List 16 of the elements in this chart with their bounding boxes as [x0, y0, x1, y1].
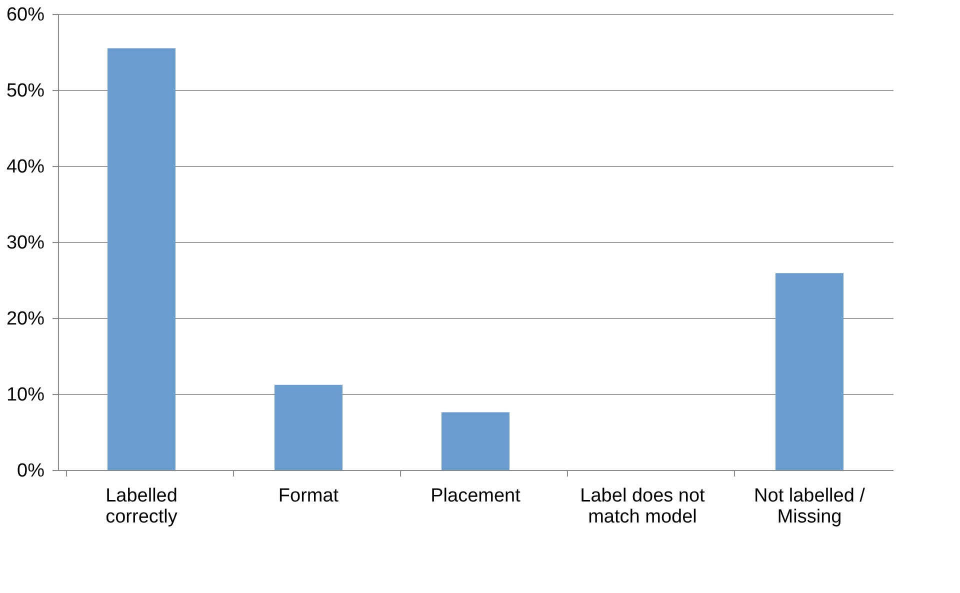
x-tick-label: Label does not match model	[580, 486, 706, 528]
x-tick-label: Format	[278, 486, 340, 506]
bar	[776, 273, 844, 470]
bar	[274, 384, 342, 470]
bar	[108, 48, 176, 470]
bar	[442, 412, 510, 470]
y-tick-label: 40%	[6, 156, 45, 178]
y-tick-label: 10%	[6, 384, 45, 406]
x-tick-label: Placement	[430, 486, 522, 506]
x-tick-label: Not labelled / Missing	[754, 486, 866, 528]
y-tick-label: 20%	[6, 308, 45, 330]
y-tick-label: 50%	[6, 80, 45, 102]
y-tick-label: 30%	[6, 232, 45, 254]
y-tick-label: 0%	[17, 460, 45, 482]
y-tick-label: 60%	[6, 4, 45, 26]
x-tick-label: Labelled correctly	[106, 486, 178, 528]
